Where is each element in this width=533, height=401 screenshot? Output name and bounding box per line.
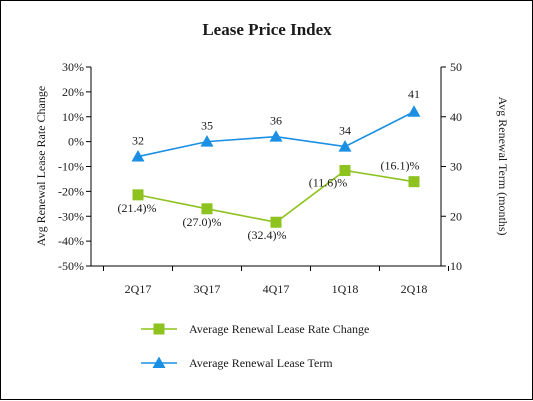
- data-point-triangle: [338, 140, 352, 152]
- right-axis-label: Avg Renewal Term (months): [496, 96, 510, 235]
- data-label: (21.4)%: [118, 201, 157, 215]
- right-tick-label: 50: [450, 60, 462, 74]
- data-point-square: [408, 176, 420, 188]
- left-axis-label: Avg Renewal Lease Rate Change: [34, 86, 48, 246]
- data-point-triangle: [131, 150, 145, 162]
- right-tick-label: 20: [450, 209, 462, 223]
- data-point-square: [270, 216, 282, 228]
- data-label: 32: [132, 134, 144, 148]
- left-tick-label: 10%: [62, 110, 84, 124]
- data-point-square: [201, 203, 213, 215]
- data-label: 36: [270, 114, 282, 128]
- x-tick-label: 2Q18: [401, 282, 428, 296]
- data-label: 41: [408, 87, 420, 101]
- left-tick-label: -20%: [58, 184, 84, 198]
- x-tick-label: 1Q18: [332, 282, 359, 296]
- left-tick-label: 0%: [68, 135, 84, 149]
- data-label: 35: [201, 119, 213, 133]
- right-tick-label: 40: [450, 110, 462, 124]
- left-tick-label: -30%: [58, 209, 84, 223]
- legend-square-icon: [153, 323, 165, 335]
- data-label: (27.0)%: [183, 215, 222, 229]
- data-label: (32.4)%: [248, 228, 287, 242]
- right-tick-label: 30: [450, 160, 462, 174]
- left-tick-label: -10%: [58, 160, 84, 174]
- x-tick-label: 4Q17: [263, 282, 290, 296]
- x-tick-label: 3Q17: [194, 282, 221, 296]
- data-point-triangle: [269, 130, 283, 142]
- data-point-triangle: [407, 105, 421, 117]
- data-point-square: [132, 189, 144, 201]
- x-tick-label: 2Q17: [125, 282, 152, 296]
- legend-triangle-icon: [152, 356, 166, 368]
- left-tick-label: -50%: [58, 259, 84, 273]
- left-tick-label: 20%: [62, 85, 84, 99]
- data-label: (11.6)%: [309, 175, 348, 189]
- series-line-0: [137, 169, 415, 224]
- chart-title: Lease Price Index: [202, 20, 332, 39]
- data-point-square: [339, 164, 351, 176]
- left-tick-label: -40%: [58, 234, 84, 248]
- left-tick-label: 30%: [62, 60, 84, 74]
- data-label: (16.1)%: [381, 159, 420, 173]
- data-point-triangle: [200, 135, 214, 147]
- right-tick-label: 10: [450, 259, 462, 273]
- legend-label: Average Renewal Lease Term: [189, 356, 333, 370]
- legend-label: Average Renewal Lease Rate Change: [189, 322, 369, 336]
- data-label: 34: [339, 124, 351, 138]
